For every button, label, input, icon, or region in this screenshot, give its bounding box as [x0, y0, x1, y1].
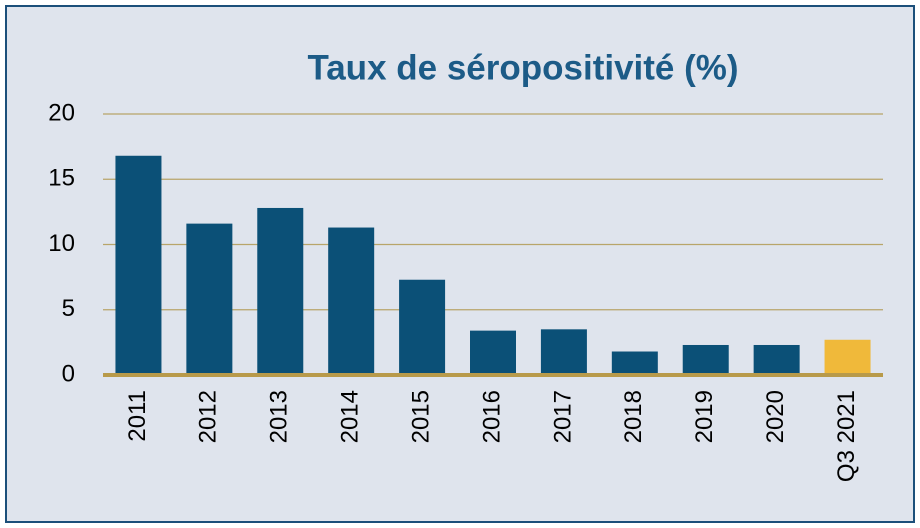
x-tick-label: 2016	[478, 390, 505, 443]
bar	[753, 344, 800, 375]
x-tick-label: 2013	[266, 390, 293, 443]
bar	[257, 207, 304, 375]
y-tick-label: 0	[62, 360, 75, 387]
x-tick-label: 2019	[691, 390, 718, 443]
x-tick-label: 2012	[195, 390, 222, 443]
bar	[824, 339, 871, 375]
bar	[682, 344, 729, 375]
x-tick-label: 2014	[337, 390, 364, 443]
x-tick-label: Q3 2021	[833, 390, 860, 482]
bar	[328, 227, 375, 375]
y-tick-label: 15	[48, 165, 75, 192]
bar	[399, 279, 446, 375]
x-tick-label: 2015	[407, 390, 434, 443]
bar	[186, 223, 233, 375]
chart-title: Taux de séropositivité (%)	[307, 48, 738, 87]
y-tick-label: 20	[48, 99, 75, 126]
x-tick-label: 2018	[620, 390, 647, 443]
bar	[611, 351, 658, 375]
x-tick-label: 2011	[124, 390, 151, 442]
y-tick-label: 10	[48, 230, 75, 257]
x-tick-label: 2017	[549, 390, 576, 443]
x-tick-label: 2020	[762, 390, 789, 443]
bar	[115, 155, 162, 375]
bar	[470, 330, 516, 375]
bar	[540, 329, 587, 375]
y-tick-label: 5	[62, 295, 75, 322]
